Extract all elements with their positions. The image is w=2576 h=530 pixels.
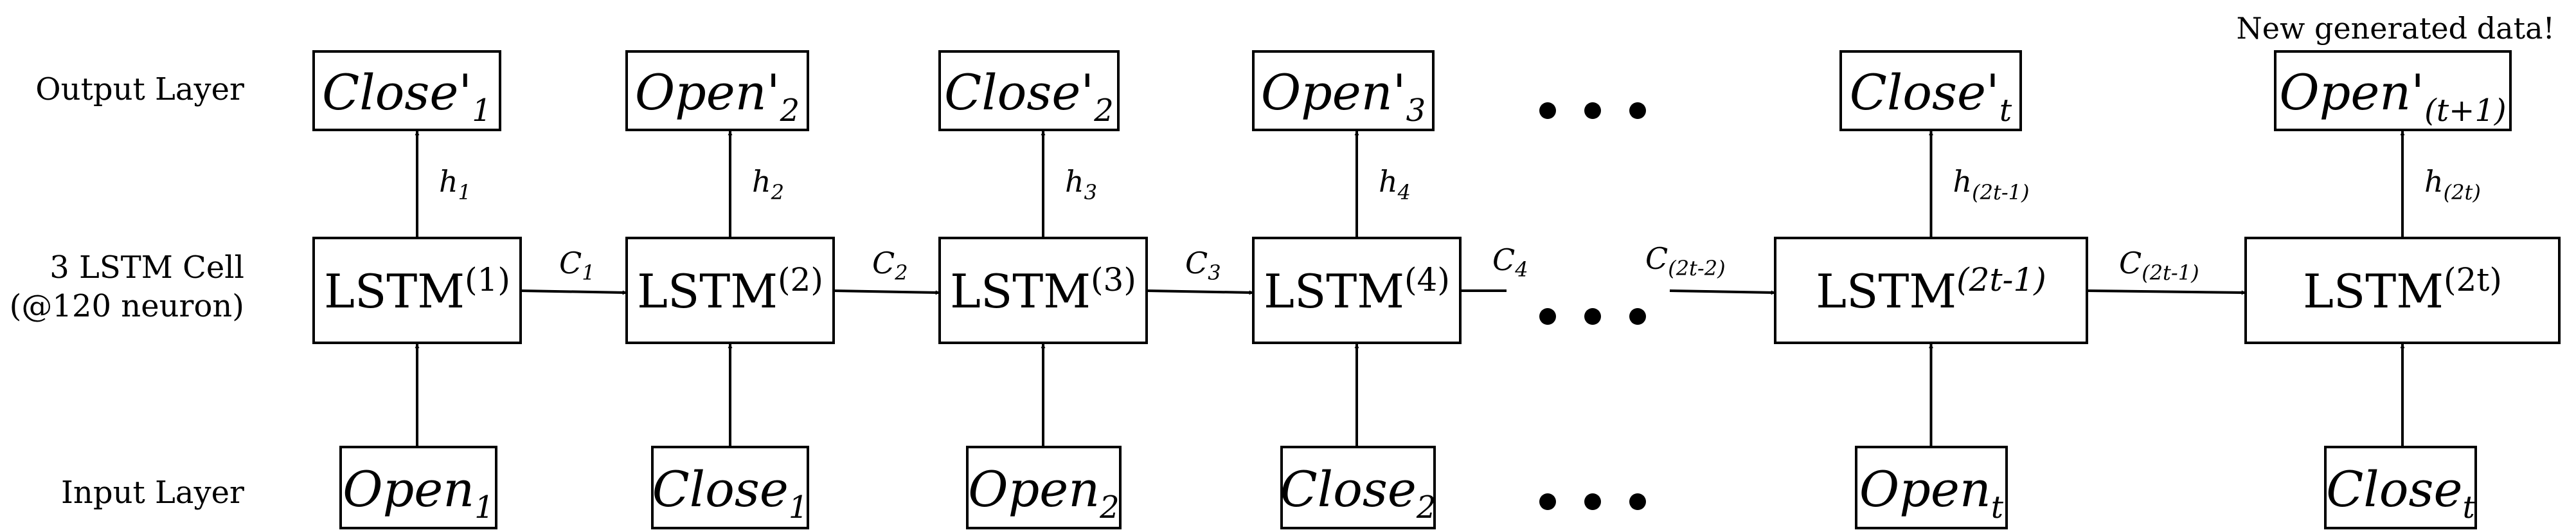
input-box	[1855, 446, 2008, 529]
ellipsis-input-row	[1539, 493, 1646, 510]
lstm-cell-box	[2244, 237, 2561, 344]
output-layer-label: Output Layer	[35, 71, 244, 107]
lstm-cell-box	[1774, 237, 2088, 344]
ellipsis-output-row	[1539, 102, 1646, 119]
lstm-cell-box	[1252, 237, 1462, 344]
output-box	[1252, 50, 1435, 131]
cell-state-arrow	[1146, 289, 1254, 295]
cell-state-arrow	[2086, 289, 2246, 295]
cell-state-label: C1	[559, 246, 595, 285]
input-box	[1280, 446, 1436, 529]
lstm-cell-label-line1: 3 LSTM Cell	[49, 250, 244, 286]
output-label: Close't	[1850, 64, 2012, 129]
cell-state-arrow	[520, 289, 627, 295]
input-box	[651, 446, 809, 529]
output-box	[312, 50, 501, 131]
output-box	[625, 50, 809, 131]
lstm-cell-label: LSTM(2)	[637, 261, 823, 318]
cell-state-label: C4	[1492, 242, 1528, 282]
lstm-cell-label: LSTM(4)	[1264, 261, 1450, 318]
output-box	[1839, 50, 2022, 131]
cell-state-arrow	[833, 289, 940, 295]
lstm-cell-label-line2: (@120 neuron)	[10, 288, 244, 324]
hidden-state-label: h1	[439, 164, 471, 205]
lstm-cell-label: LSTM(1)	[324, 261, 510, 318]
input-box	[966, 446, 1122, 529]
cell-state-label: C(2t-1)	[2119, 246, 2199, 285]
new-generated-data-note: New generated data!	[2237, 11, 2555, 46]
input-label: Open2	[968, 461, 1119, 525]
lstm-cell-box	[312, 237, 522, 344]
input-layer-label: Input Layer	[61, 475, 244, 511]
lstm-cell-label: LSTM(2t)	[2303, 261, 2502, 318]
cell-state-arrow-incoming	[1669, 289, 1776, 295]
cell-state-label: C3	[1185, 246, 1221, 285]
ellipsis-lstm-row	[1539, 308, 1646, 325]
output-label: Close'1	[322, 64, 492, 129]
output-label: Open'3	[1261, 64, 1426, 129]
output-box	[938, 50, 1120, 131]
input-label: Close2	[1280, 461, 1436, 525]
input-label: Opent	[1859, 461, 2004, 525]
hidden-state-label: h3	[1065, 164, 1097, 205]
input-label: Open1	[343, 461, 494, 525]
cell-state-label-incoming: C(2t-2)	[1645, 241, 1726, 280]
input-label: Close1	[652, 461, 809, 525]
cell-state-label: C2	[872, 246, 908, 285]
input-label: Closet	[2326, 461, 2475, 525]
output-label: Close'2	[944, 64, 1114, 129]
input-box	[339, 446, 497, 529]
output-label: Open'(t+1)	[2279, 64, 2506, 129]
hidden-state-label: h(2t-1)	[1953, 164, 2030, 205]
hidden-state-label: h2	[752, 164, 784, 205]
hidden-state-label: h4	[1379, 164, 1411, 205]
input-box	[2324, 446, 2477, 529]
hidden-state-label: h(2t)	[2424, 164, 2481, 205]
lstm-cell-label: LSTM(3)	[950, 261, 1136, 318]
output-label: Open'2	[635, 64, 800, 129]
output-box	[2274, 50, 2512, 131]
lstm-cell-label: LSTM(2t-1)	[1816, 261, 2046, 318]
lstm-cell-box	[625, 237, 835, 344]
